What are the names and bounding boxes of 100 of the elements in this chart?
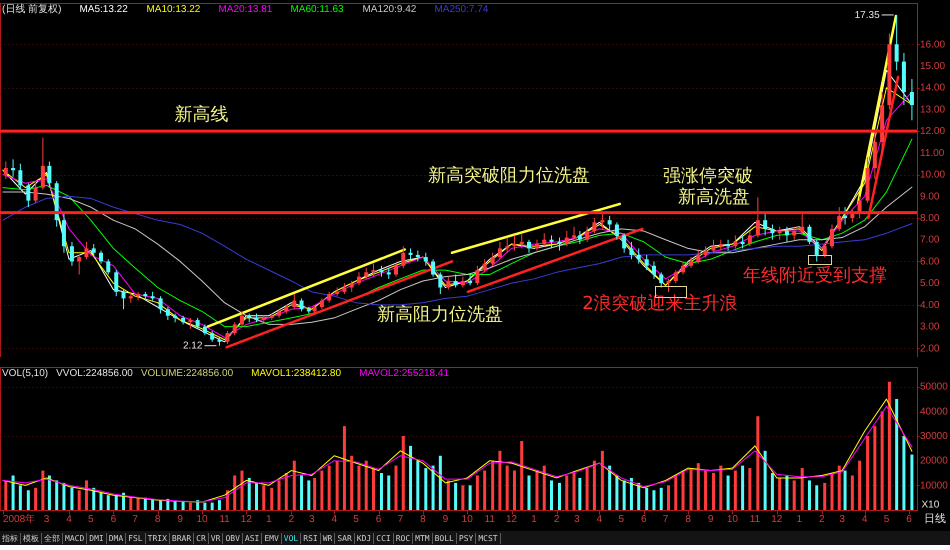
bar <box>578 478 582 510</box>
text: ROC <box>394 532 414 544</box>
bar <box>159 500 162 510</box>
candlestick <box>438 272 442 295</box>
text: EMV <box>262 532 282 544</box>
bar <box>402 436 405 510</box>
bar <box>394 466 398 510</box>
text: MAVOL2:255218.41 <box>359 368 450 379</box>
candlestick <box>468 274 472 286</box>
x-tick-label: 5 <box>884 514 890 525</box>
candlestick <box>756 196 760 238</box>
candlestick <box>689 256 694 268</box>
bar <box>565 475 568 510</box>
y-axis-title: X10 <box>922 500 940 510</box>
bar <box>454 482 458 510</box>
annotation: VOLUME:224856.00 <box>140 368 234 379</box>
candlestick <box>636 248 641 264</box>
text: 日线 <box>924 512 946 525</box>
bar <box>106 495 110 510</box>
candlestick <box>99 250 103 264</box>
bar <box>637 482 640 510</box>
text: SAR <box>335 532 355 544</box>
bar <box>129 498 132 510</box>
bar <box>512 470 516 510</box>
line-series <box>2 186 912 325</box>
candlestick <box>910 78 914 121</box>
candlestick <box>77 254 82 275</box>
x-tick-label: 6 <box>110 514 117 525</box>
bar <box>592 460 596 510</box>
candlestick <box>327 291 332 304</box>
bar <box>542 466 546 510</box>
y-tick-label: 5.00 <box>920 278 940 290</box>
bar <box>203 502 206 510</box>
candlestick <box>431 258 436 278</box>
x-tick-label: 3 <box>574 514 580 525</box>
x-tick-label: 1 <box>531 514 538 525</box>
candlestick <box>240 310 244 328</box>
bar <box>615 475 618 510</box>
annotation: 新高洗盘 <box>678 186 750 208</box>
y-tick-label: 2.00 <box>920 343 940 354</box>
bar <box>902 436 906 510</box>
candlestick <box>320 298 324 310</box>
candlestick <box>850 208 854 223</box>
candlestick <box>814 239 819 262</box>
bar <box>41 470 44 510</box>
candlestick <box>592 218 596 234</box>
x-tick-label: 5 <box>88 514 94 525</box>
candlestick <box>822 244 827 258</box>
bar <box>278 480 281 510</box>
candlestick <box>70 241 74 266</box>
bar <box>336 460 339 510</box>
text: MA5:13.22 <box>79 4 128 15</box>
bar <box>830 473 834 510</box>
bar <box>240 470 244 510</box>
candlestick <box>520 232 524 249</box>
x-tick-label: 2008年 <box>2 513 36 525</box>
candlestick <box>122 289 126 310</box>
text: CR <box>194 532 209 544</box>
candlestick <box>356 272 361 286</box>
annotation: 17.35 <box>854 10 880 21</box>
candlestick <box>608 215 612 232</box>
bar <box>498 450 502 510</box>
text: 全部 <box>42 532 63 544</box>
x-tick-label: 3 <box>308 514 315 525</box>
bar <box>4 480 8 510</box>
candlestick <box>666 278 670 292</box>
candlestick <box>166 306 170 321</box>
bar <box>704 470 708 510</box>
x-tick-label: 7 <box>662 514 669 525</box>
annotation: 新高突破阻力位洗盘 <box>428 165 590 186</box>
annotation: 年线附近受到支撑 <box>743 265 887 286</box>
bar <box>895 399 898 510</box>
bar <box>756 416 760 510</box>
candlestick <box>550 234 554 249</box>
text: MA20:13.81 <box>218 4 273 15</box>
bar <box>712 473 716 510</box>
candlestick <box>542 232 546 247</box>
bar <box>409 446 412 510</box>
text: BOLL <box>432 532 457 544</box>
bar <box>520 440 524 510</box>
text: WR <box>320 532 336 544</box>
candlestick <box>128 291 133 304</box>
bar <box>586 468 589 510</box>
candlestick <box>512 234 516 252</box>
x-tick-label: 6 <box>906 514 912 525</box>
annotation: 2.12 <box>182 340 203 352</box>
x-tick-label: 7 <box>398 514 404 525</box>
bar <box>248 478 251 510</box>
bar <box>100 492 102 510</box>
x-tick-label: 4 <box>596 514 603 525</box>
x-tick-label: 6 <box>376 514 382 525</box>
x-tick-label: 11 <box>750 514 761 525</box>
candlestick <box>379 265 384 278</box>
bar <box>12 475 15 510</box>
candlestick <box>526 239 531 254</box>
bar <box>210 502 214 510</box>
bar <box>764 450 767 510</box>
x-tick-label: 3 <box>44 514 50 525</box>
bar <box>84 480 88 510</box>
candlestick <box>830 224 834 249</box>
